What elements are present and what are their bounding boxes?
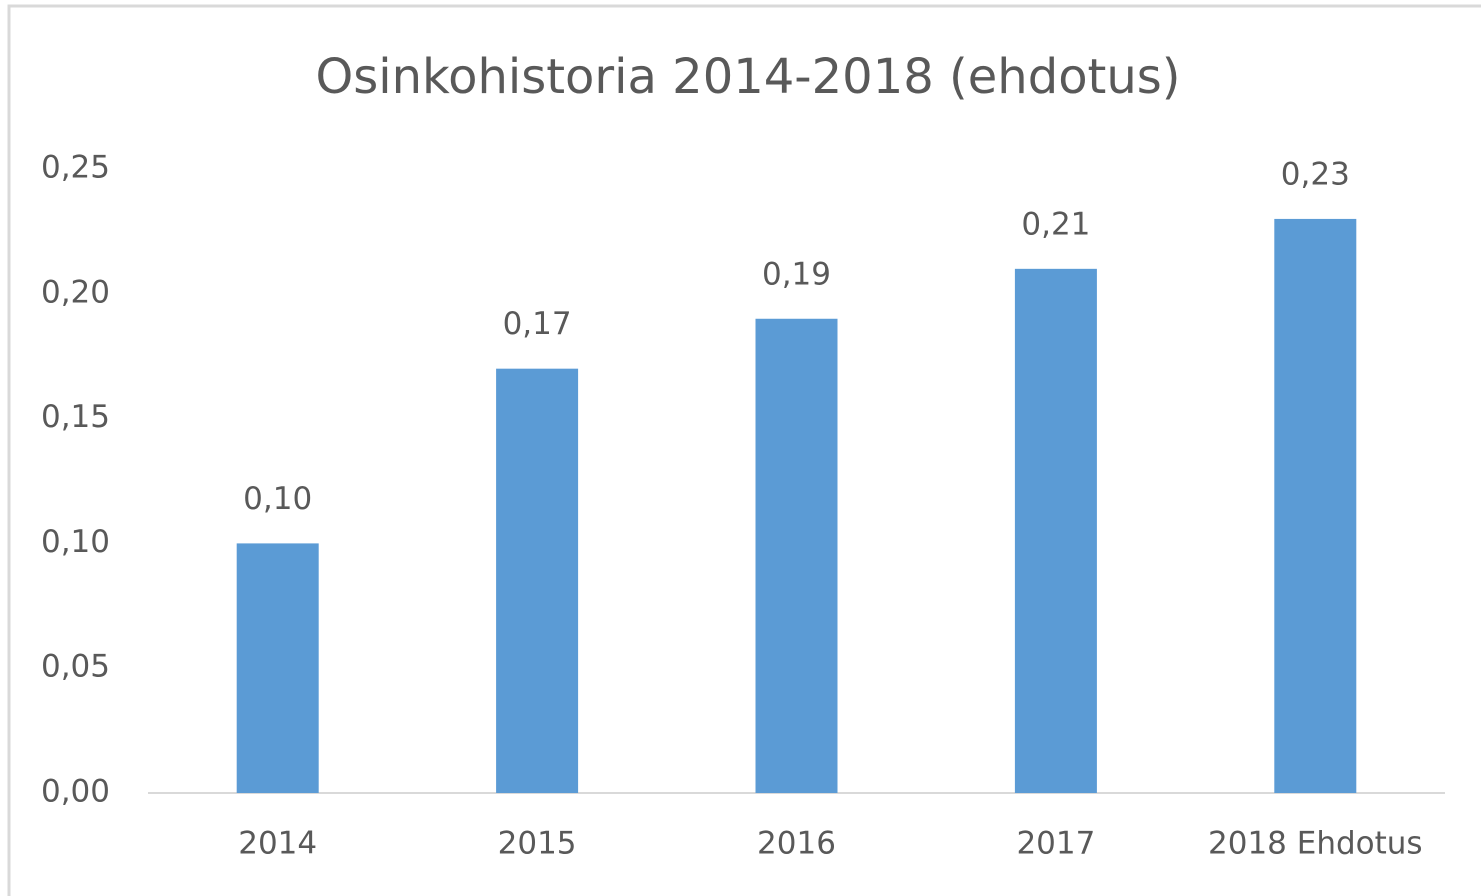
y-tick-label: 0,05 [41, 649, 110, 685]
bar [236, 543, 319, 793]
bar [1014, 268, 1097, 794]
data-label: 0,17 [503, 306, 572, 342]
x-tick-label: 2015 [498, 826, 577, 862]
chart-title: Osinkohistoria 2014-2018 (ehdotus) [315, 49, 1180, 105]
y-tick-label: 0,20 [41, 274, 110, 310]
chart-border [7, 4, 1481, 896]
y-tick-label: 0,00 [41, 774, 110, 810]
y-tick-label: 0,15 [41, 399, 110, 435]
bar [1274, 218, 1357, 794]
data-label: 0,10 [243, 481, 312, 517]
x-tick-label: 2017 [1016, 826, 1095, 862]
x-tick-label: 2014 [238, 826, 317, 862]
x-tick-label: 2016 [757, 826, 836, 862]
bar [496, 368, 579, 793]
data-label: 0,19 [762, 256, 831, 292]
x-tick-label: 2018 Ehdotus [1208, 826, 1423, 862]
data-label: 0,23 [1281, 156, 1350, 192]
y-tick-label: 0,25 [41, 150, 110, 186]
data-label: 0,21 [1021, 206, 1090, 242]
bar [755, 318, 838, 793]
y-tick-label: 0,10 [41, 524, 110, 560]
